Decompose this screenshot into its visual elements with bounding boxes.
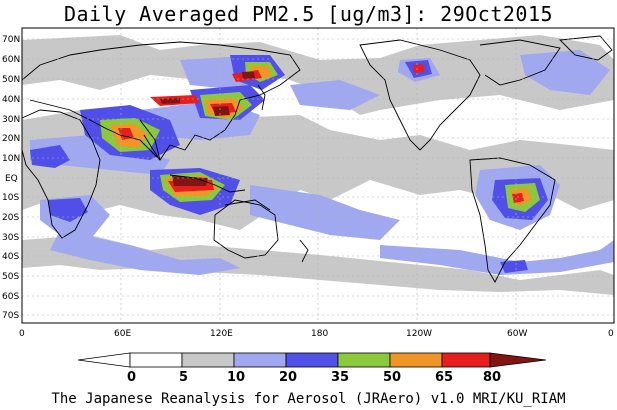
footer-credit: The Japanese Reanalysis for Aerosol (JRA…	[51, 391, 566, 407]
colorbar-swatch	[285, 352, 339, 368]
colorbar: 0 5 10 20 35 50 65 80	[77, 352, 547, 385]
colorbar-tick: 80	[483, 370, 501, 385]
lon-label: 120W	[406, 329, 432, 339]
colorbar-tick: 10	[227, 370, 245, 385]
lon-label: 180	[311, 329, 328, 339]
lat-label: 10N	[2, 154, 20, 164]
lat-label: 60S	[2, 292, 19, 302]
colorbar-swatch	[181, 352, 235, 368]
lat-label: 60N	[2, 55, 20, 65]
lat-label: 50S	[2, 272, 19, 282]
colorbar-tick: 0	[127, 370, 136, 385]
colorbar-tick: 5	[179, 370, 188, 385]
lat-label: 70S	[2, 311, 19, 321]
colorbar-swatch	[337, 352, 391, 368]
colorbar-swatch	[129, 352, 183, 368]
lat-label: 70N	[2, 35, 20, 45]
colorbar-max-arrow	[489, 352, 547, 368]
lon-label: 120E	[210, 329, 233, 339]
colorbar-tick: 20	[279, 370, 297, 385]
colorbar-tick: 65	[435, 370, 453, 385]
aerosol-layer-mid	[30, 50, 614, 275]
colorbar-tick: 50	[383, 370, 401, 385]
map-title: Daily Averaged PM2.5 [ug/m3]: 29Oct2015	[63, 2, 554, 26]
lat-label: 50N	[2, 75, 20, 85]
map-frame	[21, 27, 615, 324]
aerosol-layer-dark	[160, 72, 255, 186]
colorbar-swatch	[441, 352, 491, 368]
lon-label: 0	[19, 329, 25, 339]
latitude-labels: 70N 60N 50N 40N 30N 20N 10N EQ 10S 20S 3…	[2, 35, 20, 321]
lat-label: 30S	[2, 233, 19, 243]
lat-label: EQ	[5, 174, 18, 184]
colorbar-tick: 35	[331, 370, 349, 385]
longitude-labels: 0 60E 120E 180 120W 60W 0	[19, 329, 614, 339]
lat-label: 30N	[2, 115, 20, 125]
lon-label: 60E	[114, 329, 131, 339]
lon-label: 0	[608, 329, 614, 339]
lon-label: 60W	[507, 329, 527, 339]
lat-label: 40N	[2, 95, 20, 105]
lat-label: 40S	[2, 252, 19, 262]
lat-label: 10S	[2, 193, 19, 203]
coastlines	[21, 35, 613, 283]
colorbar-swatch	[389, 352, 443, 368]
colorbar-min-arrow	[77, 352, 131, 368]
longitude-grid	[120, 28, 517, 323]
colorbar-swatch	[233, 352, 287, 368]
lat-label: 20S	[2, 213, 19, 223]
lat-label: 20N	[2, 134, 20, 144]
